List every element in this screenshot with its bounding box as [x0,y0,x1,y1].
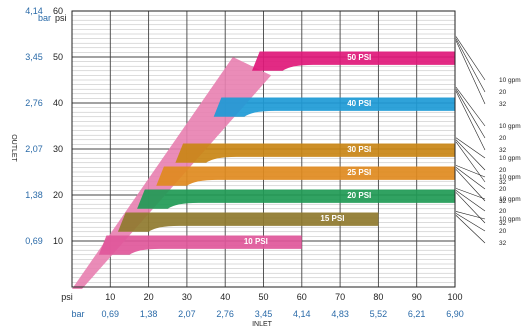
x-tick-psi: 90 [412,292,422,302]
x-tick-bar: 6,90 [446,309,464,319]
x-tick-psi: 70 [335,292,345,302]
flow-label: 20 [499,228,507,235]
series-band [137,189,456,209]
y-tick-psi: 40 [53,98,63,108]
series-bands [72,51,456,289]
flow-leader [455,139,486,171]
flow-label: 20 [499,208,507,215]
flow-leader [455,211,486,220]
x-tick-bar: 5,52 [370,309,388,319]
x-tick-bar: 0,69 [102,309,120,319]
y-tick-psi: 60 [53,6,63,16]
plot-border [71,10,456,288]
x-tick-bar: 1,38 [140,309,158,319]
flow-label: 20 [499,186,507,193]
x-tick-psi: 100 [447,292,462,302]
flow-leader [455,89,486,139]
flow-leader [455,38,486,93]
plot-frame [71,10,456,288]
flow-leader [455,167,486,190]
y-tick-psi: 30 [53,144,63,154]
x-tick-bar: 4,83 [331,309,349,319]
flow-label: 20 [499,135,507,142]
flow-label: 32 [499,147,507,154]
flow-label: 20 [499,167,507,174]
series-band [156,166,455,186]
x-tick-psi: 80 [373,292,383,302]
series-band [117,212,379,232]
series-label: 25 PSI [347,168,371,177]
x-unit-bar: bar [71,309,84,319]
flow-leader [455,188,486,200]
y-unit-bar: bar [38,13,51,23]
flow-leader [455,91,486,151]
flow-label: 32 [499,220,507,227]
series-label: 15 PSI [320,214,344,223]
flow-label: 32 [499,179,507,186]
x-tick-psi: 20 [144,292,154,302]
x-axis-label: INLET [252,321,273,328]
y-tick-bar: 1,38 [25,190,43,200]
flow-label: 10 gpm [499,174,521,181]
x-tick-bar: 3,45 [255,309,273,319]
y-tick-psi: 20 [53,190,63,200]
flow-leader [455,40,486,105]
series-label: 20 PSI [347,191,371,200]
x-tick-psi: 30 [182,292,192,302]
flow-label: 10 gpm [499,196,521,203]
x-tick-bar: 2,76 [216,309,234,319]
series-labels: 10 PSI 15 PSI 20 PSI 25 PSI 30 PSI 40 PSI 50 P… [244,53,371,246]
y-tick-bar: 2,76 [25,98,43,108]
y-tick-psi: 10 [53,236,63,246]
flow-label: 32 [499,101,507,108]
x-unit-psi: psi [61,292,73,302]
series-band [213,97,455,117]
flow-label: 10 gpm [499,123,521,130]
flow-leader [455,36,486,81]
x-tick-psi: 50 [258,292,268,302]
x-tick-bar: 4,14 [293,309,311,319]
x-tick-psi: 40 [220,292,230,302]
axes: bar psi psi bar INLET OUTLET 10 0,69 20 1,3… [10,6,464,328]
flow-label: 10 gpm [499,216,521,223]
y-axis-label: OUTLET [10,134,17,162]
flow-label: 32 [499,198,507,205]
x-tick-psi: 10 [105,292,115,302]
x-tick-bar: 2,07 [178,309,196,319]
y-tick-bar: 0,69 [25,236,43,246]
flow-leader [455,169,486,202]
flow-leader [455,215,486,244]
flow-leader [455,165,486,178]
x-tick-psi: 60 [297,292,307,302]
series-label: 10 PSI [244,237,268,246]
x-tick-bar: 6,21 [408,309,426,319]
series-label: 50 PSI [347,53,371,62]
y-tick-bar: 4,14 [25,6,43,16]
flow-label: 20 [499,89,507,96]
series-band [98,235,302,255]
flow-leader [455,190,486,212]
series-band [252,51,455,71]
flow-leader [455,137,486,159]
flow-leader [455,213,486,232]
flow-label: 10 gpm [499,77,521,84]
series-band [175,143,455,163]
y-tick-bar: 3,45 [25,52,43,62]
flow-label: 10 gpm [499,155,521,162]
flow-label: 32 [499,240,507,247]
y-tick-psi: 50 [53,52,63,62]
y-unit-psi: psi [55,13,67,23]
flow-leader [455,87,486,127]
y-tick-bar: 2,07 [25,144,43,154]
series-label: 30 PSI [347,145,371,154]
series-label: 40 PSI [347,99,371,108]
